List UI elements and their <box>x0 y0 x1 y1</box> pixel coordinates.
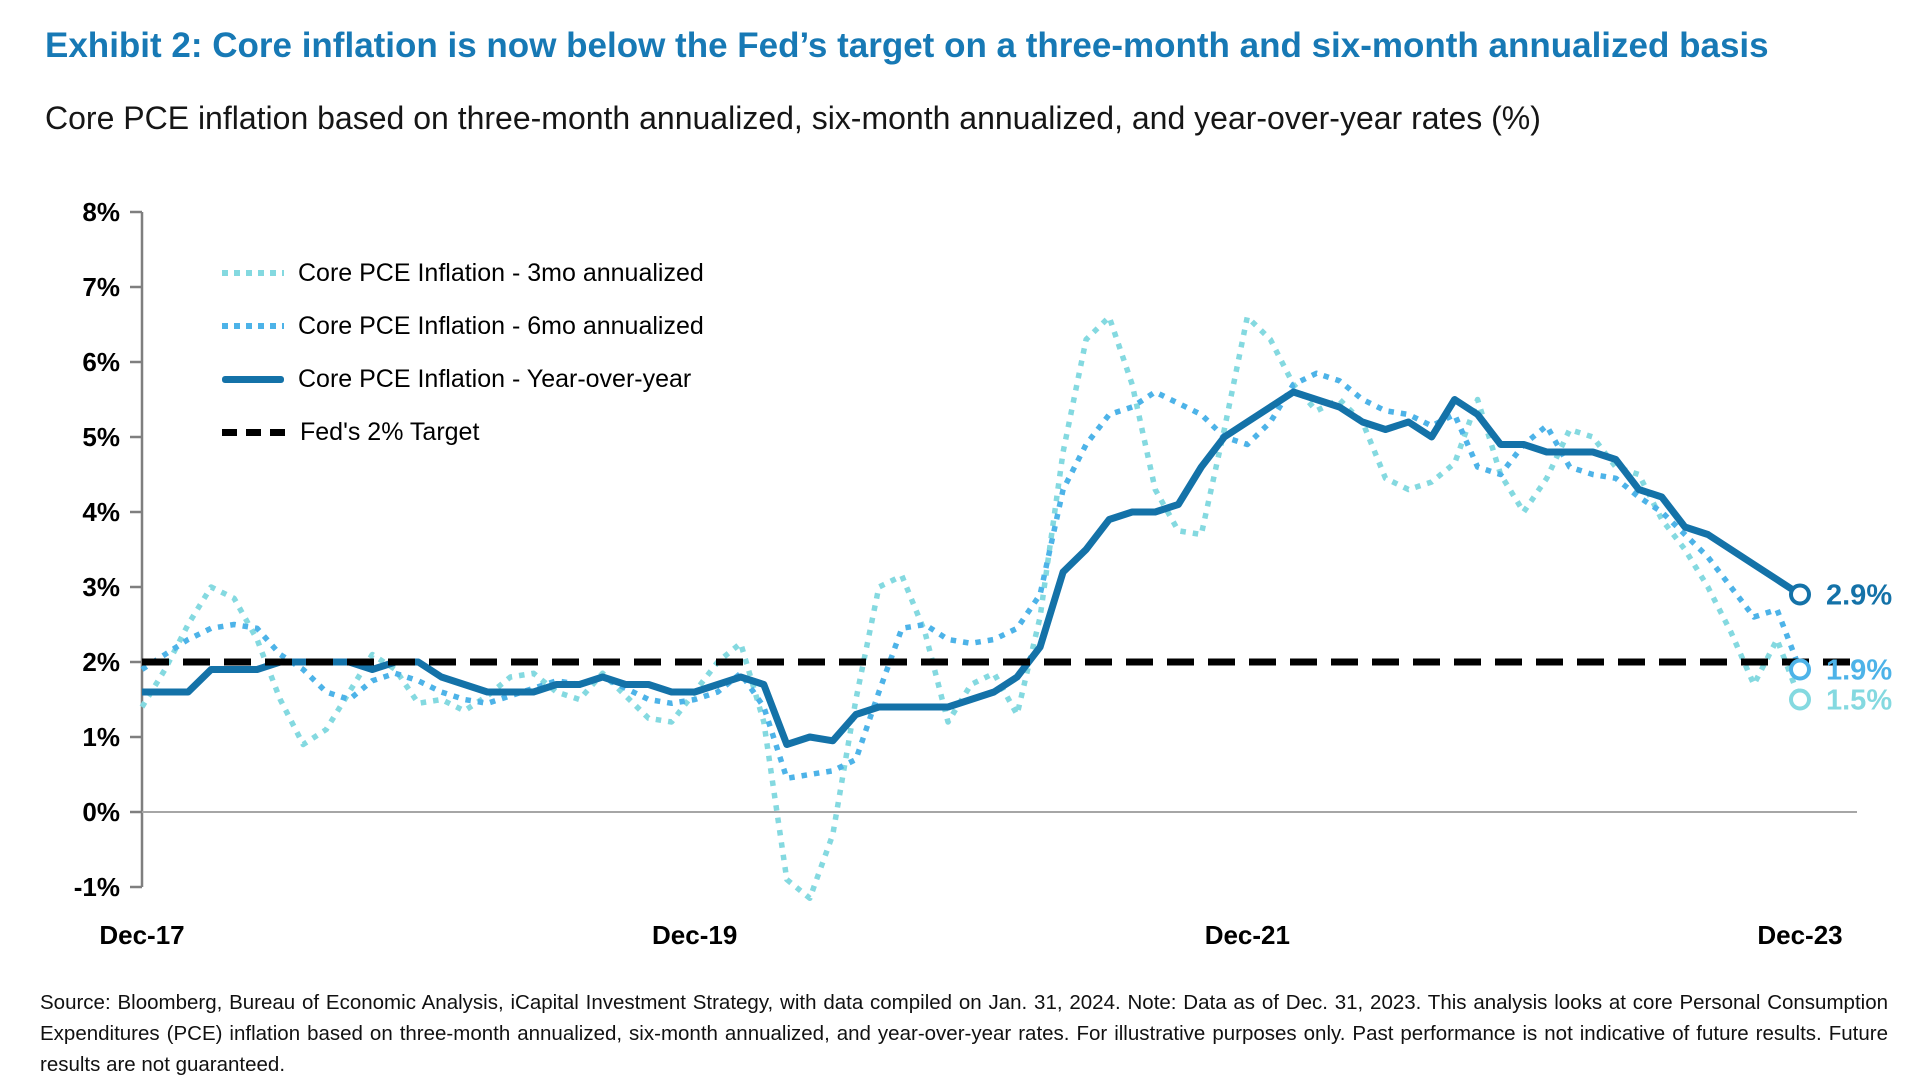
svg-text:Dec-19: Dec-19 <box>652 920 737 950</box>
legend-label-3mo: Core PCE Inflation - 3mo annualized <box>298 258 704 287</box>
legend-label-yoy: Core PCE Inflation - Year-over-year <box>298 364 692 393</box>
dotted-line-swatch-3mo-icon <box>222 270 284 276</box>
svg-text:1%: 1% <box>82 722 120 752</box>
svg-text:Dec-21: Dec-21 <box>1205 920 1290 950</box>
legend-item-6mo: Core PCE Inflation - 6mo annualized <box>222 311 704 341</box>
svg-text:0%: 0% <box>82 797 120 827</box>
svg-text:5%: 5% <box>82 422 120 452</box>
svg-text:4%: 4% <box>82 497 120 527</box>
svg-text:1.5%: 1.5% <box>1826 685 1892 717</box>
svg-text:1.9%: 1.9% <box>1826 655 1892 687</box>
legend-label-fed-target: Fed's 2% Target <box>300 417 480 446</box>
svg-text:7%: 7% <box>82 272 120 302</box>
svg-text:-1%: -1% <box>74 872 120 902</box>
svg-text:Dec-17: Dec-17 <box>99 920 184 950</box>
dashed-line-swatch-target-icon <box>222 428 286 436</box>
svg-text:3%: 3% <box>82 572 120 602</box>
exhibit-title: Exhibit 2: Core inflation is now below t… <box>45 26 1769 65</box>
source-note: Source: Bloomberg, Bureau of Economic An… <box>40 991 1888 1076</box>
legend-label-6mo: Core PCE Inflation - 6mo annualized <box>298 311 704 340</box>
svg-text:6%: 6% <box>82 347 120 377</box>
svg-text:8%: 8% <box>82 197 120 227</box>
svg-text:Dec-23: Dec-23 <box>1757 920 1842 950</box>
legend-item-yoy: Core PCE Inflation - Year-over-year <box>222 364 691 394</box>
chart-subtitle: Core PCE inflation based on three-month … <box>45 100 1541 136</box>
solid-line-swatch-yoy-icon <box>222 375 284 383</box>
dotted-line-swatch-6mo-icon <box>222 323 284 329</box>
svg-text:2.9%: 2.9% <box>1826 580 1892 612</box>
legend-item-fed-target: Fed's 2% Target <box>222 417 479 447</box>
legend-item-3mo: Core PCE Inflation - 3mo annualized <box>222 258 704 288</box>
svg-text:2%: 2% <box>82 647 120 677</box>
